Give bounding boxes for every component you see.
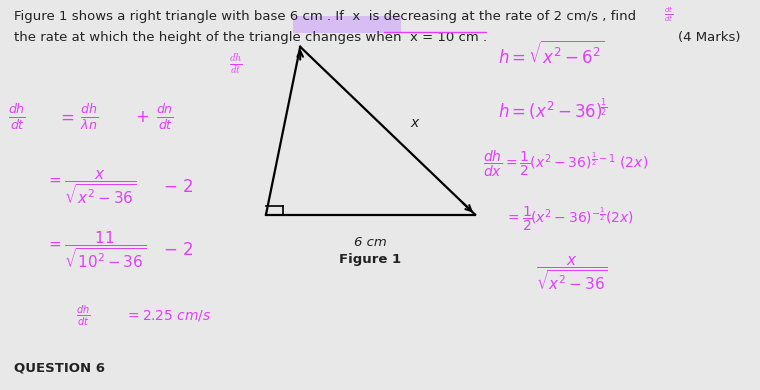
Text: $\frac{dh}{dt}$: $\frac{dh}{dt}$ xyxy=(229,51,242,76)
FancyBboxPatch shape xyxy=(293,16,401,33)
Text: the rate at which the height of the triangle changes when  x = 10 cm .: the rate at which the height of the tria… xyxy=(14,31,487,44)
Text: Figure 1 shows a right triangle with base 6 cm . If  x  is decreasing at the rat: Figure 1 shows a right triangle with bas… xyxy=(14,10,636,23)
Text: $h=\sqrt{x^2-6^2}$: $h=\sqrt{x^2-6^2}$ xyxy=(498,41,604,68)
Text: $\frac{dh}{\lambda n}$: $\frac{dh}{\lambda n}$ xyxy=(80,102,98,132)
Text: $\dfrac{dh}{dx}=\dfrac{1}{2}\left(x^2-36\right)^{\frac{1}{2}-1}\ (2x)$: $\dfrac{dh}{dx}=\dfrac{1}{2}\left(x^2-36… xyxy=(483,149,648,179)
Text: $h=\left(x^2-36\right)^{\!\frac{1}{2}}$: $h=\left(x^2-36\right)^{\!\frac{1}{2}}$ xyxy=(498,96,607,122)
Text: $+$: $+$ xyxy=(135,108,150,126)
Text: $=\dfrac{x}{\sqrt{x^2-36}}$: $=\dfrac{x}{\sqrt{x^2-36}}$ xyxy=(46,168,136,206)
Text: $=$: $=$ xyxy=(57,108,74,126)
Text: $=\dfrac{11}{\sqrt{10^2-36}}$: $=\dfrac{11}{\sqrt{10^2-36}}$ xyxy=(46,229,146,270)
Text: Figure 1: Figure 1 xyxy=(340,254,401,266)
Text: QUESTION 6: QUESTION 6 xyxy=(14,362,105,374)
Text: 6 cm: 6 cm xyxy=(354,236,387,249)
Text: $\frac{dt}{dt}$: $\frac{dt}{dt}$ xyxy=(664,6,673,24)
Text: $\frac{dn}{dt}$: $\frac{dn}{dt}$ xyxy=(156,102,174,132)
Text: $=\dfrac{1}{2}\!\left(x^2-36\right)^{-\frac{1}{2}}(2x)$: $=\dfrac{1}{2}\!\left(x^2-36\right)^{-\f… xyxy=(505,204,635,232)
Text: $=2.25\ cm/s$: $=2.25\ cm/s$ xyxy=(125,308,212,323)
Text: $\frac{dh}{dt}$: $\frac{dh}{dt}$ xyxy=(8,102,26,132)
Text: $-\ 2$: $-\ 2$ xyxy=(163,241,194,259)
Text: (4 Marks): (4 Marks) xyxy=(679,31,741,44)
Text: $-\ 2$: $-\ 2$ xyxy=(163,178,194,196)
Text: x: x xyxy=(410,116,418,130)
Text: $\dfrac{x}{\sqrt{x^2-36}}$: $\dfrac{x}{\sqrt{x^2-36}}$ xyxy=(536,254,607,292)
Text: $\frac{dh}{dt}$: $\frac{dh}{dt}$ xyxy=(76,304,90,328)
